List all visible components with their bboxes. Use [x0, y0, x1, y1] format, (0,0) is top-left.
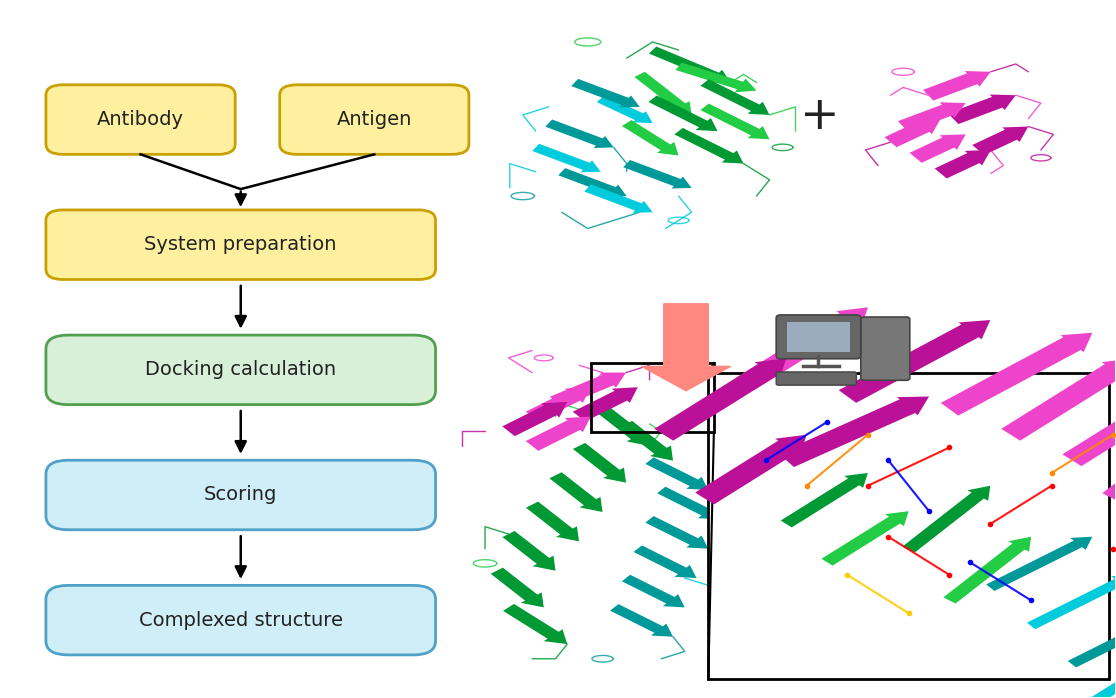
Text: Scoring: Scoring	[204, 486, 278, 505]
Polygon shape	[526, 417, 590, 451]
Polygon shape	[502, 531, 556, 571]
Polygon shape	[645, 457, 709, 490]
Polygon shape	[585, 184, 653, 213]
Polygon shape	[903, 486, 990, 553]
Polygon shape	[1027, 575, 1116, 629]
Polygon shape	[597, 96, 653, 123]
Polygon shape	[935, 150, 991, 179]
Bar	[709, 373, 1109, 679]
Polygon shape	[623, 160, 692, 188]
FancyBboxPatch shape	[777, 315, 860, 359]
Polygon shape	[839, 320, 990, 403]
FancyArrow shape	[642, 304, 731, 391]
Polygon shape	[532, 144, 600, 172]
FancyBboxPatch shape	[860, 317, 910, 380]
Polygon shape	[657, 487, 720, 519]
Text: +: +	[800, 94, 839, 139]
Bar	[787, 322, 849, 352]
Polygon shape	[821, 511, 908, 565]
Polygon shape	[941, 333, 1093, 415]
Polygon shape	[571, 79, 639, 107]
FancyBboxPatch shape	[46, 335, 435, 405]
Polygon shape	[573, 387, 637, 422]
FancyBboxPatch shape	[46, 586, 435, 655]
Polygon shape	[910, 134, 965, 163]
Polygon shape	[648, 47, 731, 82]
Text: Docking calculation: Docking calculation	[145, 360, 336, 379]
Polygon shape	[573, 443, 626, 482]
Polygon shape	[503, 604, 567, 644]
Polygon shape	[550, 373, 626, 407]
Polygon shape	[779, 396, 930, 467]
Text: Complexed structure: Complexed structure	[138, 611, 343, 630]
Polygon shape	[596, 406, 650, 446]
Polygon shape	[648, 96, 718, 131]
Polygon shape	[549, 473, 603, 512]
Polygon shape	[558, 168, 627, 197]
FancyBboxPatch shape	[280, 85, 469, 154]
Text: Antigen: Antigen	[337, 110, 412, 129]
Polygon shape	[898, 103, 965, 132]
Polygon shape	[620, 421, 673, 461]
Polygon shape	[622, 120, 679, 156]
Polygon shape	[701, 103, 770, 140]
Polygon shape	[526, 387, 590, 422]
Polygon shape	[1068, 613, 1116, 667]
Polygon shape	[701, 80, 770, 115]
Polygon shape	[735, 307, 868, 389]
Polygon shape	[1103, 435, 1116, 504]
Polygon shape	[502, 402, 567, 436]
Polygon shape	[947, 94, 1016, 124]
Polygon shape	[987, 537, 1093, 591]
Polygon shape	[546, 119, 614, 148]
Polygon shape	[654, 358, 786, 440]
Bar	[591, 363, 714, 433]
Polygon shape	[1088, 651, 1116, 698]
Polygon shape	[1001, 358, 1116, 440]
Polygon shape	[526, 502, 579, 542]
Polygon shape	[972, 126, 1028, 155]
Polygon shape	[674, 128, 743, 163]
FancyBboxPatch shape	[46, 85, 235, 154]
FancyBboxPatch shape	[46, 460, 435, 530]
Polygon shape	[634, 545, 696, 578]
FancyBboxPatch shape	[777, 372, 856, 385]
Polygon shape	[695, 435, 807, 505]
Text: System preparation: System preparation	[144, 235, 337, 254]
Polygon shape	[1062, 396, 1116, 466]
Polygon shape	[491, 567, 543, 607]
FancyBboxPatch shape	[46, 210, 435, 279]
Polygon shape	[781, 473, 868, 528]
Text: Antibody: Antibody	[97, 110, 184, 129]
Polygon shape	[622, 574, 685, 607]
Polygon shape	[634, 72, 692, 115]
Polygon shape	[943, 537, 1031, 604]
Polygon shape	[675, 63, 757, 92]
Polygon shape	[645, 516, 709, 549]
Polygon shape	[885, 119, 941, 147]
Polygon shape	[923, 71, 991, 101]
Polygon shape	[610, 604, 673, 637]
